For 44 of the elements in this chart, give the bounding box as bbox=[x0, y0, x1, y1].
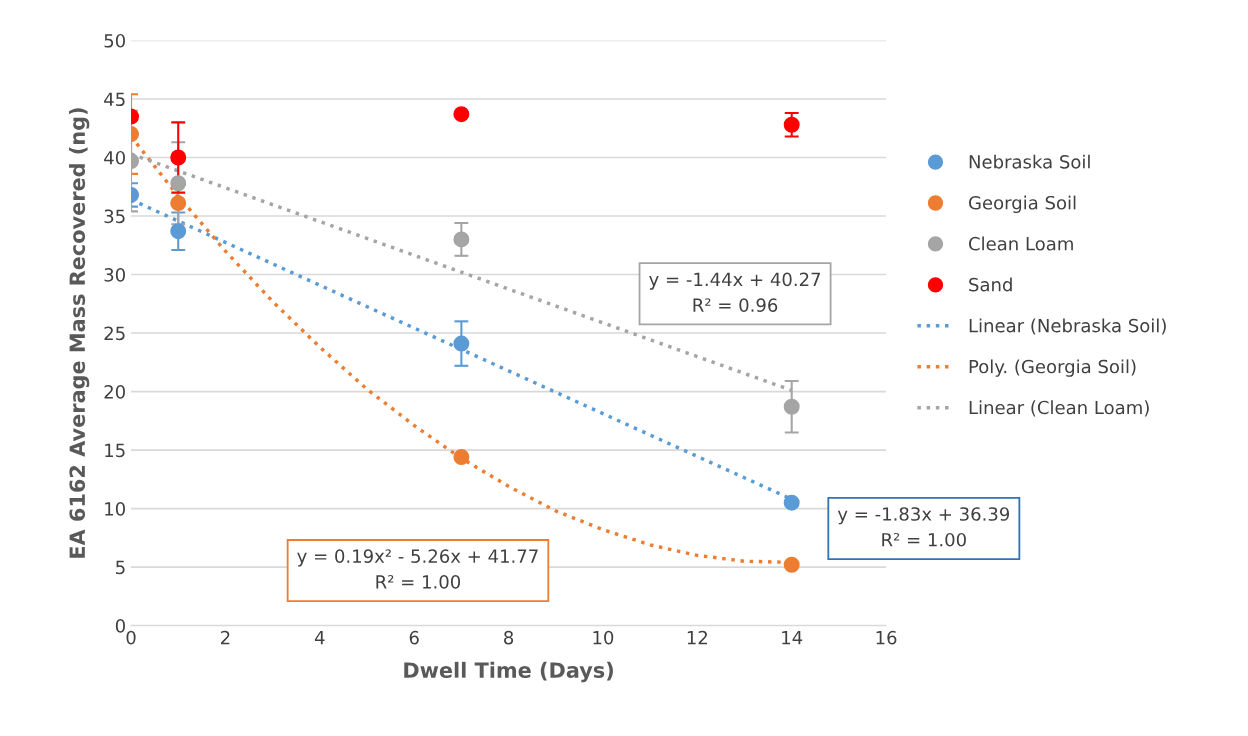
legend-label: Nebraska Soil bbox=[969, 154, 1090, 169]
point bbox=[783, 116, 800, 133]
annotation: y = -1.83x + 36.39 R² = 1.00 bbox=[837, 507, 1010, 547]
legend-label: Georgia Soil bbox=[969, 195, 1076, 214]
point bbox=[453, 231, 470, 248]
legend-label: Poly. (Georgia Soil) bbox=[969, 359, 1136, 377]
y-tick-label: 40 bbox=[104, 150, 125, 165]
x-tick-label: 12 bbox=[687, 630, 707, 645]
point bbox=[170, 223, 187, 240]
point bbox=[453, 106, 470, 123]
x-tick-label: 10 bbox=[593, 630, 614, 645]
y-tick-label: 10 bbox=[105, 502, 125, 516]
y-tick-label: 35 bbox=[104, 209, 125, 224]
point bbox=[783, 556, 800, 573]
y-tick-label: 45 bbox=[104, 92, 125, 107]
legend-label: Sand bbox=[969, 277, 1012, 292]
y-tick-label: 30 bbox=[104, 267, 125, 282]
annotation: y = 0.19x² - 5.26x + 41.77 R² = 1.00 bbox=[297, 549, 538, 589]
x-tick-label: 16 bbox=[876, 630, 897, 645]
legend-label: Clean Loam bbox=[969, 236, 1073, 251]
y-tick-label: 5 bbox=[116, 560, 125, 575]
x-tick-label: 0 bbox=[126, 630, 136, 645]
x-tick-label: 8 bbox=[504, 630, 514, 645]
x-tick-label: 14 bbox=[782, 631, 803, 645]
point bbox=[170, 149, 187, 166]
point bbox=[783, 398, 800, 415]
point bbox=[453, 335, 470, 352]
point bbox=[170, 195, 187, 212]
point bbox=[783, 494, 800, 511]
y-tick-label: 15 bbox=[105, 443, 125, 458]
y-tick-label: 0 bbox=[115, 619, 125, 633]
y-tick-label: 50 bbox=[104, 33, 125, 48]
y-tick-label: 25 bbox=[104, 326, 125, 341]
point bbox=[170, 175, 187, 192]
x-tick-label: 2 bbox=[221, 630, 230, 645]
x-axis-title: Dwell Time (Days) bbox=[404, 661, 613, 683]
legend-label: Linear (Clean Loam) bbox=[969, 400, 1149, 417]
annotation: y = -1.44x + 40.27 R² = 0.96 bbox=[649, 272, 821, 312]
point bbox=[453, 449, 470, 466]
y-tick-label: 20 bbox=[104, 385, 125, 399]
x-tick-label: 4 bbox=[314, 631, 325, 645]
x-tick-label: 6 bbox=[409, 630, 419, 645]
y-axis-title: EA 6162 Average Mass Recovered (ng) bbox=[68, 108, 90, 558]
legend-label: Linear (Nebraska Soil) bbox=[969, 318, 1166, 335]
